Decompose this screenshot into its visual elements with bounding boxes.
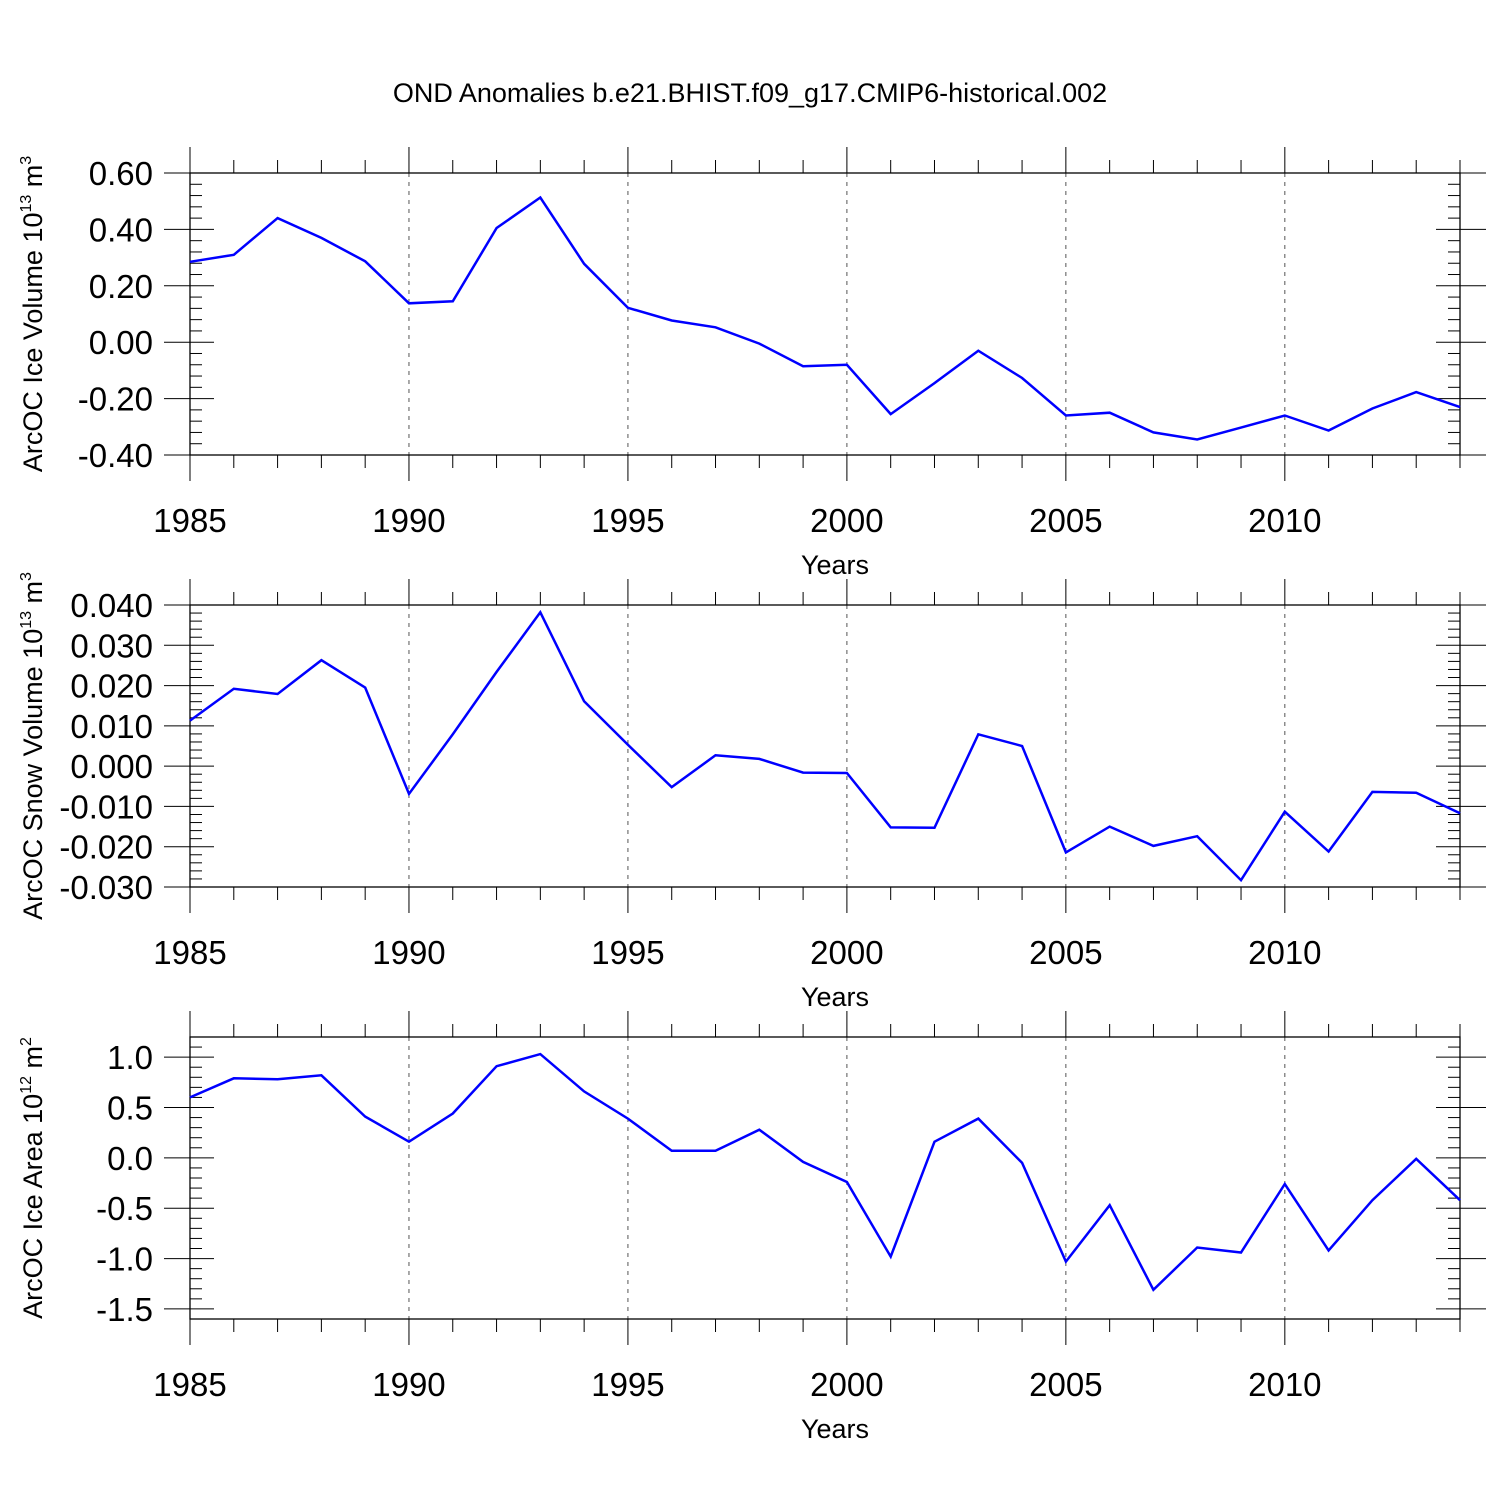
series-line (189, 195, 1461, 441)
y-tick-label: 1.0 (107, 1039, 153, 1076)
y-tick-label: 0.00 (89, 324, 153, 361)
chart-panel-1: -0.40 -0.20 0.00 0.20 0.40 0.60 1985 1990 1995 20… (18, 147, 1486, 580)
y-tick-label: -0.010 (59, 788, 153, 825)
x-tick-label: 2005 (1029, 502, 1102, 539)
x-tick-label: 2010 (1248, 1366, 1321, 1403)
plot-frame (189, 1036, 1461, 1320)
y-tick-label: 0.000 (70, 748, 153, 785)
x-tick-label: 2000 (810, 934, 883, 971)
x-tick-label: 1985 (153, 934, 226, 971)
y-tick-label: -1.5 (96, 1291, 153, 1328)
x-tick-label: 2005 (1029, 934, 1102, 971)
figure-title: OND Anomalies b.e21.BHIST.f09_g17.CMIP6-… (392, 78, 1108, 108)
y-tick-label: -0.20 (78, 381, 153, 418)
x-tick-label: 1995 (591, 934, 664, 971)
y-tick-label: -0.5 (96, 1190, 153, 1227)
x-tick-label: 1990 (372, 502, 445, 539)
x-tick-label: 1985 (153, 502, 226, 539)
x-tick-label: 2010 (1248, 934, 1321, 971)
y-tick-label: 0.010 (70, 708, 153, 745)
x-axis-title: Years (801, 550, 869, 580)
y-tick-label: 0.20 (89, 268, 153, 305)
series-line (189, 1052, 1461, 1292)
chart-panel-3: -1.5 -1.0 -0.5 0.0 0.5 1.0 1985 1990 1995 2000 200… (18, 1011, 1486, 1444)
x-tick-label: 2000 (810, 1366, 883, 1403)
plot-frame (189, 172, 1461, 456)
x-tick-label: 1985 (153, 1366, 226, 1403)
x-tick-label: 1990 (372, 934, 445, 971)
x-axis-title: Years (801, 1414, 869, 1444)
x-axis-title: Years (801, 982, 869, 1012)
y-tick-label: -0.40 (78, 437, 153, 474)
y-axis-title: ArcOC Ice Volume 1013 m3 (18, 156, 48, 472)
y-tick-label: 0.020 (70, 668, 153, 705)
y-tick-label: -0.030 (59, 869, 153, 906)
x-tick-label: 2005 (1029, 1366, 1102, 1403)
y-tick-label: 0.040 (70, 587, 153, 624)
y-tick-label: 0.5 (107, 1090, 153, 1127)
y-tick-label: 0.60 (89, 155, 153, 192)
y-tick-label: -1.0 (96, 1241, 153, 1278)
y-axis-title: ArcOC Ice Area 1012 m2 (18, 1037, 48, 1319)
y-tick-label: -0.020 (59, 829, 153, 866)
y-tick-label: 0.0 (107, 1140, 153, 1177)
x-tick-label: 1995 (591, 502, 664, 539)
series-line (189, 609, 1461, 883)
x-tick-label: 2000 (810, 502, 883, 539)
y-axis-title: ArcOC Snow Volume 1013 m3 (18, 572, 48, 920)
y-tick-label: 0.030 (70, 627, 153, 664)
y-tick-label: 0.40 (89, 211, 153, 248)
x-tick-label: 1990 (372, 1366, 445, 1403)
plot-frame (189, 604, 1461, 888)
x-tick-label: 2010 (1248, 502, 1321, 539)
x-tick-label: 1995 (591, 1366, 664, 1403)
